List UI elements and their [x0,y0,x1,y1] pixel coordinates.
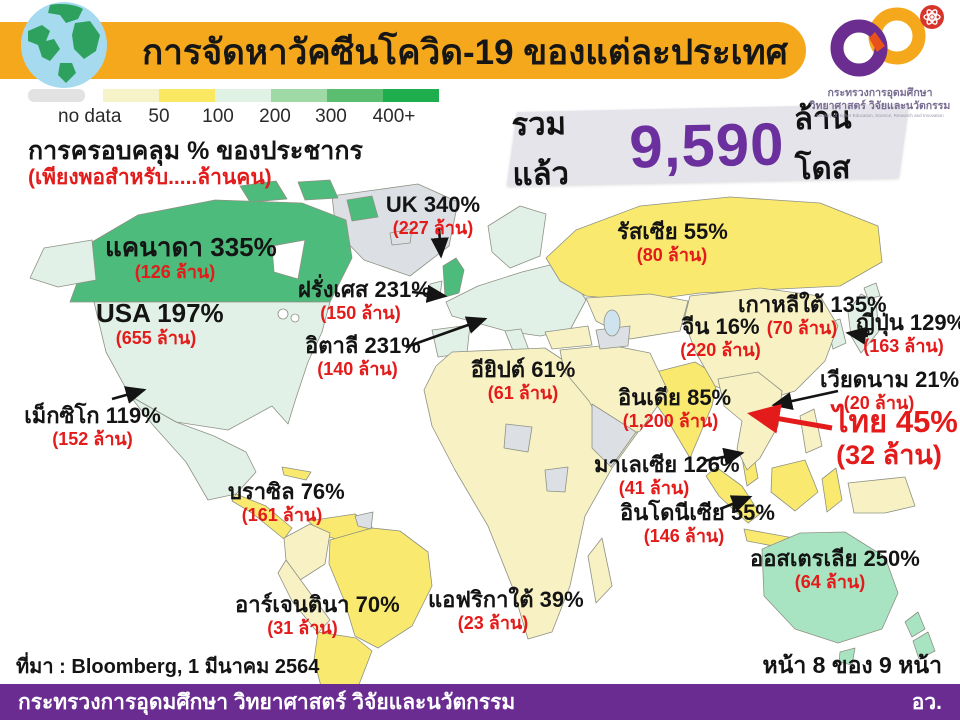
country-guyana [354,511,374,530]
map-label-south-africa: แอฟริกาใต้ 39% (23 ล้าน) [428,587,584,633]
country-brazil [328,527,433,649]
country-canada-island [346,195,379,222]
map-label-thailand: ไทย 45% (32 ล้าน) [833,404,958,470]
country-madagascar [587,537,613,604]
country-no-data-africa [544,466,569,493]
map-label-south-korea: เกาหลีใต้ 135% (70 ล้าน) [738,292,887,338]
legend-label: no data [58,106,122,127]
great-lake [277,308,289,320]
island-borneo [770,459,819,512]
legend-label: 50 [148,106,170,127]
map-label-japan: ญี่ปุ่น 129% (163 ล้าน) [856,310,960,356]
footer-bar: กระทรวงการอุดมศึกษา วิทยาศาสตร์ วิจัยและ… [0,684,960,720]
arrow-japan [845,326,869,345]
earth-icon [20,1,108,94]
map-label-india: อินเดีย 85% (1,200 ล้าน) [618,385,732,431]
country-uk [442,257,465,298]
country-russia [545,196,883,302]
map-label-argentina: อาร์เจนตินา 70% (31 ล้าน) [235,592,400,638]
country-peru [277,559,331,634]
map-label-brazil: บราซิล 76% (161 ล้าน) [228,479,345,525]
country-no-data-africa [503,423,533,453]
map-label-vietnam: เวียดนาม 21% (20 ล้าน) [820,367,960,413]
coverage-subcaption: (เพียงพอสำหรับ.....ล้านคน) [28,166,272,189]
map-label-indonesia: อินโดนีเซีย 55% (146 ล้าน) [620,500,775,546]
region-scandinavia [487,205,547,269]
map-label-italy: อิตาลี 231% (140 ล้าน) [305,333,421,379]
legend-label: 100 [202,106,234,127]
arrow-france [411,284,448,303]
hudson-bay [271,239,306,280]
country-japan-hokkaido [863,282,881,300]
legend-swatches [28,89,443,102]
island-papua [847,476,916,514]
country-iceland [389,228,413,246]
map-label-usa: USA 197% (655 ล้าน) [96,298,224,349]
arrow-indonesia [719,495,753,513]
page-title: การจัดหาวัคซีนโควิด-19 ของแต่ละประเทศ [142,32,788,72]
caspian-sea [603,309,621,337]
source-citation: ที่มา : Bloomberg, 1 มีนาคม 2564 [16,656,320,678]
map-label-china: จีน 16% (220 ล้าน) [680,314,761,360]
island-tasmania [838,647,856,666]
island-sulawesi [821,467,843,513]
country-philippines [799,408,823,454]
legend-swatch [159,89,215,102]
ministry-logo-mark [830,5,944,77]
map-label-canada: แคนาดา 335% (126 ล้าน) [105,232,277,283]
country-australia [761,531,899,644]
map-label-mexico: เม็กซิโก 119% (152 ล้าน) [24,403,161,449]
arrow-vietnam [771,389,839,411]
ministry-logo: กระทรวงการอุดมศึกษา วิทยาศาสตร์ วิจัยและ… [806,4,954,120]
legend-label: 300 [315,106,347,127]
country-china [683,287,839,404]
country-canada-island [297,179,339,201]
arrow-mexico [111,386,147,404]
map-label-australia: ออสเตรเลีย 250% (64 ล้าน) [750,546,920,592]
region-horn-of-africa [591,403,637,468]
ministry-name-english: Ministry of Higher Education, Science, R… [816,113,944,119]
ministry-name-line1: กระทรวงการอุดมศึกษา [827,87,933,99]
map-label-egypt: อียิปต์ 61% (61 ล้าน) [470,357,576,403]
total-value: 9,590 [628,109,786,181]
country-alaska [29,239,97,288]
arrow-malaysia [703,447,745,466]
header-bar [0,22,806,79]
great-lake [290,313,300,323]
legend-label: 200 [259,106,291,127]
country-canada-island [239,180,288,203]
legend-swatch [271,89,327,102]
map-label-russia: รัสเซีย 55% (80 ล้าน) [617,219,728,265]
legend-swatch [28,89,85,102]
legend-swatch [383,89,439,102]
arrow-thailand [747,403,833,434]
coverage-caption: การครอบคลุม % ของประชากร [28,137,363,165]
map-label-france: ฝรั่งเศส 231% (150 ล้าน) [298,277,431,323]
map-label-uk: UK 340% (227 ล้าน) [385,192,481,238]
ministry-name-line2: วิทยาศาสตร์ วิจัยและนวัตกรรม [809,100,951,113]
country-cuba [281,466,312,481]
map-label-malaysia: มาเลเซีย 126% (41 ล้าน) [594,452,740,498]
arrow-uk [430,227,449,259]
country-turkey [544,325,593,350]
footer-ministry-abbr: อว. [911,690,942,714]
region-middle-east [559,344,669,442]
total-prefix: รวมแล้ว [511,105,570,193]
legend-swatch [103,89,159,102]
country-canada [69,199,353,303]
footer-ministry-name: กระทรวงการอุดมศึกษา วิทยาศาสตร์ วิจัยและ… [18,690,516,714]
legend-swatch [327,89,383,102]
page-indicator: หน้า 8 ของ 9 หน้า [762,652,942,678]
country-new-zealand [904,611,926,638]
country-new-zealand [912,631,936,660]
arrow-italy [405,316,488,349]
legend-label: 400+ [372,106,416,127]
choropleth-legend: no data 50 100 200 300 400+ [28,89,443,129]
country-mexico [129,395,257,501]
atom-icon [920,5,944,29]
legend-swatch [215,89,271,102]
